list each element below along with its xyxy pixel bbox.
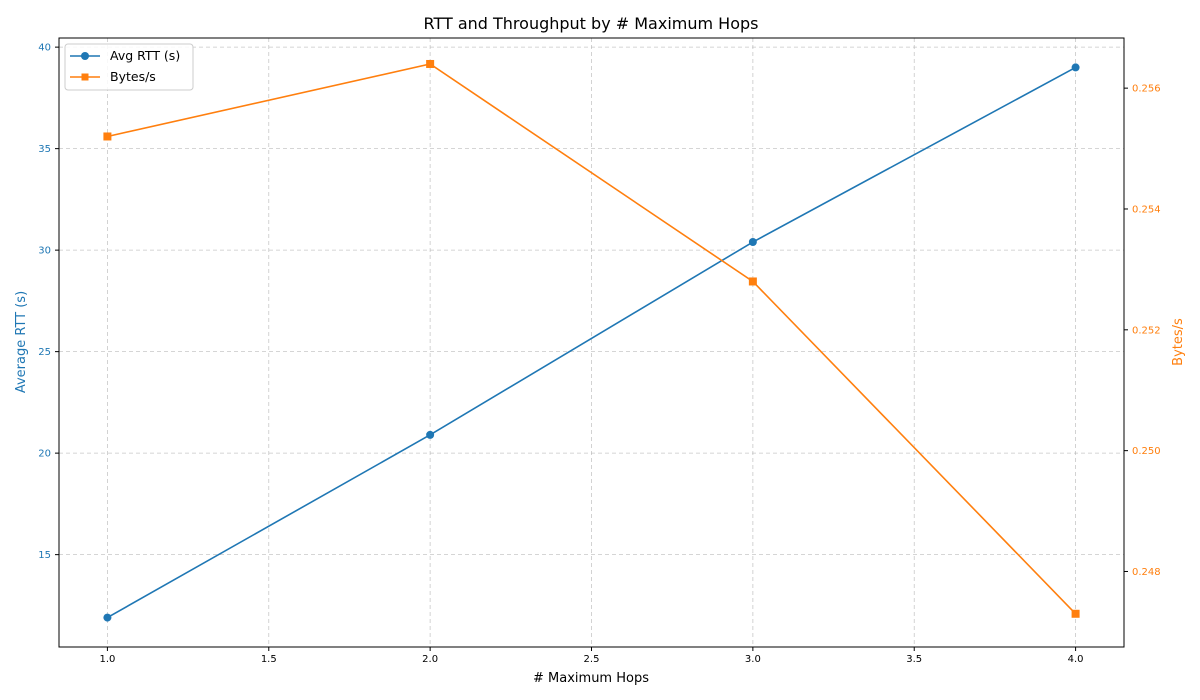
data-point-bytes <box>1071 609 1080 618</box>
x-tick-label: 4.0 <box>1068 654 1084 665</box>
left-y-tick-label: 20 <box>38 449 51 460</box>
data-point-avg-rtt <box>426 430 435 439</box>
right-y-tick-label: 0.252 <box>1132 325 1161 336</box>
legend-label-avg-rtt: Avg RTT (s) <box>110 48 180 63</box>
data-point-bytes <box>748 277 757 286</box>
x-tick-label: 3.0 <box>745 654 761 665</box>
x-tick-label: 1.0 <box>99 654 115 665</box>
left-y-axis-label: Average RTT (s) <box>14 291 29 393</box>
data-point-avg-rtt <box>103 613 112 622</box>
x-axis-label: # Maximum Hops <box>533 671 649 686</box>
data-point-bytes <box>426 59 435 68</box>
data-point-avg-rtt <box>748 238 757 247</box>
chart-title: RTT and Throughput by # Maximum Hops <box>424 14 759 33</box>
left-y-tick-label: 40 <box>38 43 51 54</box>
series-line-bytes <box>107 63 1077 615</box>
right-y-tick-label: 0.254 <box>1132 204 1161 215</box>
left-y-tick-label: 35 <box>38 144 51 155</box>
x-tick-label: 2.0 <box>422 654 438 665</box>
right-y-tick-label: 0.256 <box>1132 84 1161 95</box>
right-y-tick-label: 0.248 <box>1132 567 1161 578</box>
legend-marker-avg-rtt <box>81 52 89 60</box>
left-y-tick-label: 30 <box>38 246 51 257</box>
x-tick-label: 2.5 <box>584 654 600 665</box>
left-y-tick-label: 15 <box>38 550 51 561</box>
series-line-avg-rtt <box>107 66 1076 619</box>
legend: Avg RTT (s) Bytes/s <box>64 43 194 91</box>
legend-marker-bytes <box>81 73 89 81</box>
left-y-tick-label: 25 <box>38 347 51 358</box>
data-point-bytes <box>103 132 112 141</box>
x-tick-label: 3.5 <box>906 654 922 665</box>
axis-layer: 1.0 1.5 2.0 2.5 3.0 3.5 4.0 15 20 25 30 35 40 0.248 0.… <box>38 43 1160 665</box>
x-tick-label: 1.5 <box>261 654 277 665</box>
right-y-tick-label: 0.250 <box>1132 446 1161 457</box>
right-y-axis-label: Bytes/s <box>1171 318 1186 366</box>
legend-label-bytes: Bytes/s <box>110 69 156 84</box>
data-point-avg-rtt <box>1071 63 1080 72</box>
grid-layer <box>59 38 1124 647</box>
series-layer <box>103 59 1080 622</box>
